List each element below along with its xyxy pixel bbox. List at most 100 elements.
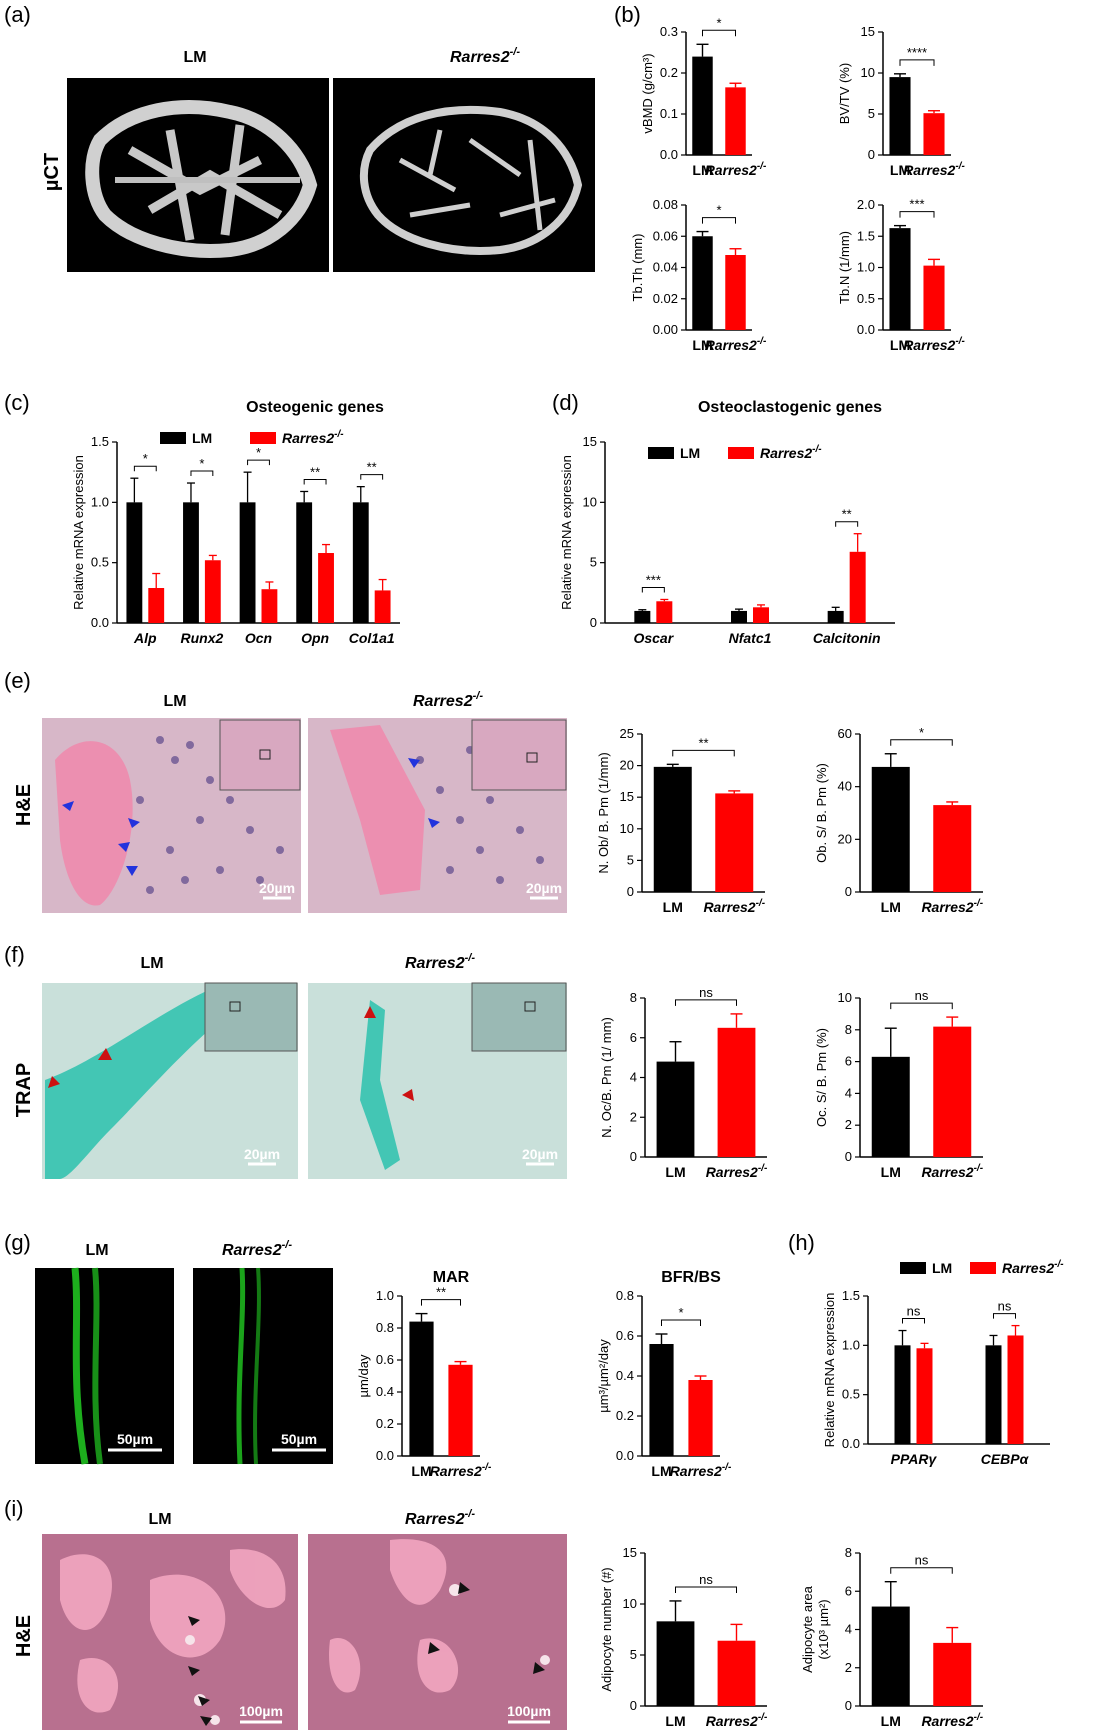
y-tick-label: 0.1	[660, 106, 678, 121]
category-label: LM	[665, 1164, 685, 1180]
y-tick-label: 1.5	[91, 434, 109, 449]
category-label: LM	[651, 1463, 671, 1479]
y-tick-label: 0	[630, 1698, 637, 1713]
bar-rarres2-0	[148, 588, 165, 623]
sig-label: *	[716, 203, 721, 218]
sig-bracket	[661, 1319, 701, 1326]
sig-label: **	[310, 464, 320, 479]
y-axis-label: Oc. S/ B. Pm (%)	[814, 1028, 829, 1127]
panel-label-d: (d)	[552, 390, 579, 415]
i-scale-right: 100µm	[507, 1703, 551, 1719]
e-right-title: Rarres2-/-	[413, 690, 483, 710]
a-row-label: µCT	[41, 153, 63, 191]
bar-lm-0	[126, 502, 143, 623]
y-tick-label: 1.0	[842, 1337, 860, 1352]
category-label: Col1a1	[349, 630, 395, 646]
e-left-title: LM	[163, 693, 186, 710]
f-right-title: Rarres2-/-	[405, 952, 475, 972]
y-tick-label: 0	[845, 1149, 852, 1164]
y-axis-label: µm/day	[356, 1354, 371, 1397]
y-tick-label: 4	[845, 1085, 852, 1100]
y-axis-label: Tb.N (1/mm)	[837, 231, 852, 304]
panel-label-e: (e)	[4, 668, 31, 693]
bar-lm-1	[985, 1345, 1002, 1444]
sig-bracket	[890, 1567, 953, 1574]
bar-rarres2	[715, 793, 754, 892]
legend-swatch-lm	[160, 432, 186, 444]
sig-bracket	[672, 749, 735, 757]
f-scale-left: 20µm	[244, 1146, 280, 1162]
bar-rarres2	[725, 255, 746, 330]
y-tick-label: 0.08	[653, 197, 678, 212]
category-label: Ocn	[245, 630, 272, 646]
y-tick-label: 8	[845, 1545, 852, 1560]
bar-rarres2	[725, 87, 746, 155]
sig-bracket	[890, 1002, 953, 1010]
chart-h: 0.0 0.5 1.0 1.5 Relative mRNA expression ns PP…	[822, 1288, 1050, 1467]
y-tick-label: 15	[620, 789, 634, 804]
category-label: Oscar	[633, 630, 674, 646]
y-tick-label: 0.4	[616, 1368, 634, 1383]
y-tick-label: 4	[630, 1070, 637, 1085]
y-tick-label: 1.0	[376, 1288, 394, 1303]
y-tick-label: 0.06	[653, 228, 678, 243]
bar-rarres2	[448, 1364, 473, 1456]
y-axis-label: Relative mRNA expression	[822, 1293, 837, 1448]
y-tick-label: 1.0	[857, 260, 875, 275]
chart-e1: 0 5 10 15 20 25 N. Ob/ B. Pm (1/mm) LM Rarres2-/…	[596, 726, 766, 915]
sig-bracket	[899, 59, 935, 66]
sig-bracket	[675, 999, 737, 1006]
category-label: Rarres2-/-	[706, 1712, 768, 1729]
legend-swatch-lm	[900, 1262, 926, 1274]
y-tick-label: 40	[838, 779, 852, 794]
category-label: Rarres2-/-	[903, 336, 965, 353]
category-label: LM	[692, 337, 712, 353]
y-tick-label: 0.8	[616, 1288, 634, 1303]
g-scale-left: 50µm	[117, 1431, 153, 1447]
y-tick-label: 0	[868, 147, 875, 162]
y-tick-label: 2	[630, 1109, 637, 1124]
bar-rarres2-1	[753, 607, 769, 623]
sig-label: *	[143, 451, 148, 466]
panel-label-a: (a)	[4, 2, 31, 27]
sig-bracket	[360, 474, 384, 480]
bar-rarres2-1	[204, 560, 221, 623]
legend-label-lm: LM	[192, 430, 212, 446]
y-tick-label: 8	[630, 990, 637, 1005]
bar-lm	[871, 1056, 910, 1157]
y-tick-label: 60	[838, 726, 852, 741]
sig-label: *	[716, 15, 721, 30]
category-label: Rarres2-/-	[921, 1712, 983, 1729]
category-label: Rarres2-/-	[430, 1462, 492, 1479]
y-tick-label: 0.0	[857, 322, 875, 337]
category-label: Rarres2-/-	[670, 1462, 732, 1479]
y-tick-label: 4	[845, 1622, 852, 1637]
g-right-title: Rarres2-/-	[222, 1239, 292, 1259]
d-legend: LM Rarres2-/-	[648, 444, 822, 461]
bar-rarres2	[933, 1642, 972, 1706]
f-row-label: TRAP	[13, 1063, 35, 1117]
y-tick-label: 0	[627, 884, 634, 899]
i-row-label: H&E	[13, 1615, 35, 1657]
category-label: Rarres2-/-	[705, 336, 767, 353]
y-tick-label: 1.0	[91, 494, 109, 509]
uct-image-rarres2	[333, 78, 595, 272]
category-label: Rarres2-/-	[703, 898, 765, 915]
bar-lm-1	[731, 610, 747, 623]
y-tick-label: 10	[583, 494, 597, 509]
bar-lm	[409, 1321, 434, 1456]
bar-lm	[656, 1061, 695, 1157]
panel-label-f: (f)	[4, 942, 25, 967]
chart-f2: 0 2 4 6 8 10 Oc. S/ B. Pm (%) LM Rarres2-/- ns	[814, 988, 984, 1180]
chart-g2: 0.0 0.2 0.4 0.6 0.8 µm³/µm²/day BFR/BS LMRarres…	[596, 1269, 732, 1479]
chart-d: 0 5 10 15 Relative mRNA expression *** Oscar Nf…	[559, 434, 895, 646]
bar-lm	[649, 1344, 674, 1456]
legend-swatch-lm	[648, 447, 674, 459]
y-tick-label: 15	[583, 434, 597, 449]
y-tick-label: 0.2	[616, 1408, 634, 1423]
bar-lm	[889, 228, 911, 330]
bar-lm	[871, 1606, 910, 1706]
category-label: LM	[663, 899, 683, 915]
